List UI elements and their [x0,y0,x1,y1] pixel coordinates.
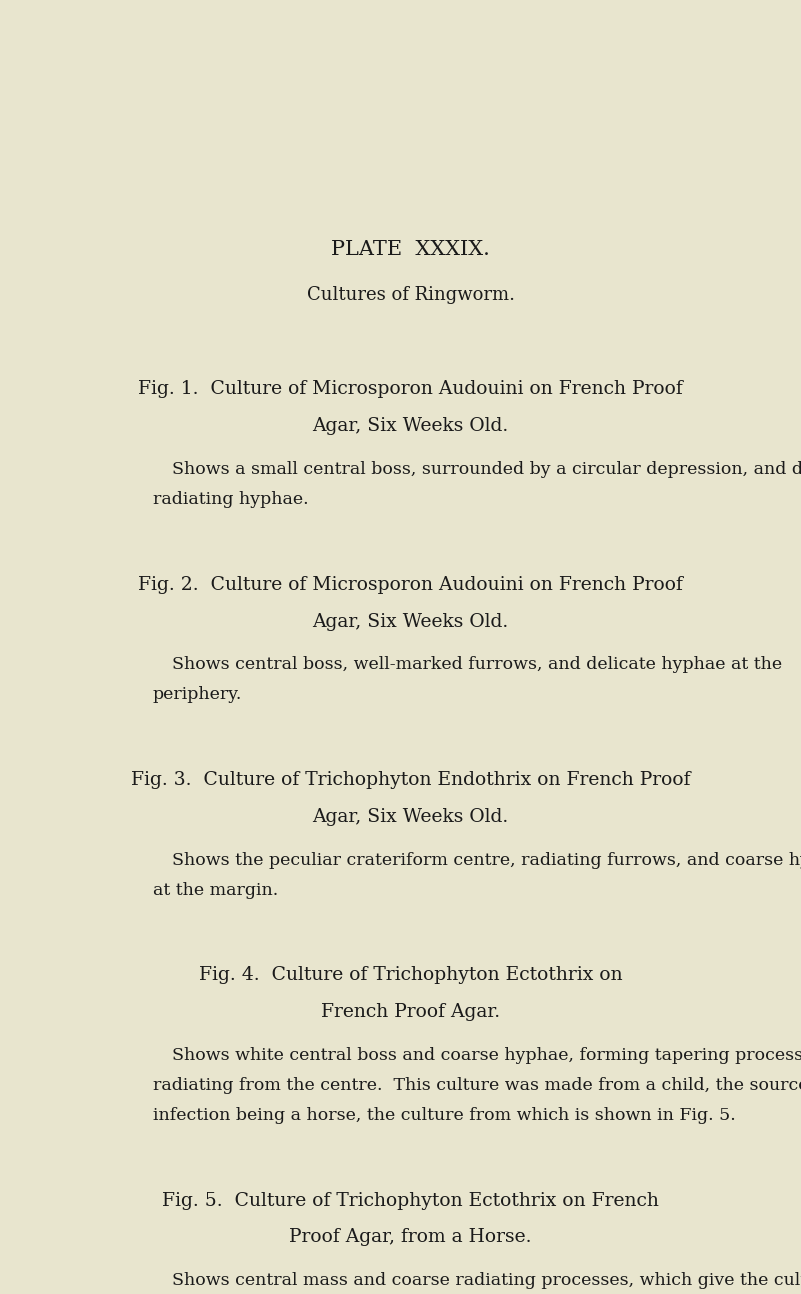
Text: Shows white central boss and coarse hyphae, forming tapering processes: Shows white central boss and coarse hyph… [171,1047,801,1064]
Text: at the margin.: at the margin. [153,881,278,898]
Text: Agar, Six Weeks Old.: Agar, Six Weeks Old. [312,807,509,826]
Text: radiating from the centre.  This culture was made from a child, the source of: radiating from the centre. This culture … [153,1077,801,1093]
Text: PLATE  XXXIX.: PLATE XXXIX. [331,239,490,259]
Text: Shows central mass and coarse radiating processes, which give the culture: Shows central mass and coarse radiating … [171,1272,801,1289]
Text: Fig. 5.  Culture of Trichophyton Ectothrix on French: Fig. 5. Culture of Trichophyton Ectothri… [162,1192,659,1210]
Text: Agar, Six Weeks Old.: Agar, Six Weeks Old. [312,612,509,630]
Text: Fig. 2.  Culture of Microsporon Audouini on French Proof: Fig. 2. Culture of Microsporon Audouini … [138,576,683,594]
Text: Shows central boss, well-marked furrows, and delicate hyphae at the: Shows central boss, well-marked furrows,… [171,656,782,673]
Text: Fig. 3.  Culture of Trichophyton Endothrix on French Proof: Fig. 3. Culture of Trichophyton Endothri… [131,771,690,789]
Text: Proof Agar, from a Horse.: Proof Agar, from a Horse. [289,1228,532,1246]
Text: Agar, Six Weeks Old.: Agar, Six Weeks Old. [312,418,509,435]
Text: Fig. 1.  Culture of Microsporon Audouini on French Proof: Fig. 1. Culture of Microsporon Audouini … [138,380,683,399]
Text: infection being a horse, the culture from which is shown in Fig. 5.: infection being a horse, the culture fro… [153,1106,735,1123]
Text: periphery.: periphery. [153,686,242,704]
Text: Cultures of Ringworm.: Cultures of Ringworm. [307,286,514,304]
Text: French Proof Agar.: French Proof Agar. [321,1003,500,1021]
Text: Shows a small central boss, surrounded by a circular depression, and delicate: Shows a small central boss, surrounded b… [171,461,801,479]
Text: Shows the peculiar crateriform centre, radiating furrows, and coarse hyphae: Shows the peculiar crateriform centre, r… [171,851,801,868]
Text: Fig. 4.  Culture of Trichophyton Ectothrix on: Fig. 4. Culture of Trichophyton Ectothri… [199,967,622,985]
Text: radiating hyphae.: radiating hyphae. [153,490,308,509]
